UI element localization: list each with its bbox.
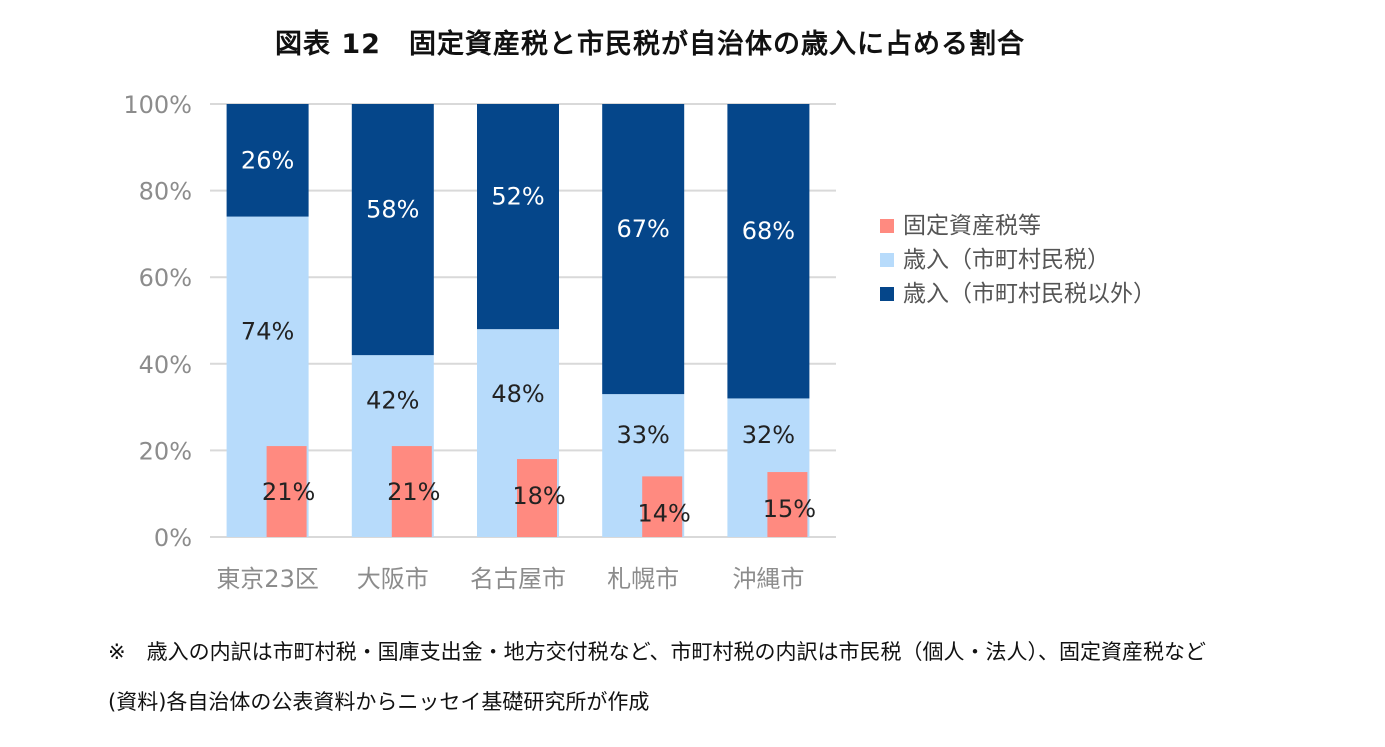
y-tick-label: 60% [139, 264, 192, 292]
overlay-data-label: 21% [387, 478, 440, 506]
bar-segment [226, 104, 309, 217]
x-tick-label: 大阪市 [357, 565, 429, 593]
data-label: 67% [617, 215, 670, 243]
footnote: ※ 歳入の内訳は市町村税・国庫支出金・地方交付税など、市町村税の内訳は市民税（個… [108, 640, 1207, 664]
data-label: 48% [491, 380, 544, 408]
x-tick-label: 沖縄市 [732, 565, 804, 593]
overlay-bar [391, 446, 432, 537]
stacked-bar-chart: 0% 20% 40% 60% 80% 100% 74% 26% 21% 42% 58% 21% 48%… [123, 91, 1156, 593]
overlay-data-label: 14% [638, 499, 691, 527]
overlay-bar [517, 459, 557, 537]
overlay-bar [642, 476, 683, 537]
y-tick-label: 20% [139, 437, 192, 465]
legend-label: 歳入（市町村民税） [903, 247, 1110, 273]
y-tick-label: 80% [139, 178, 192, 206]
overlay-bar [266, 446, 307, 537]
source-note: (資料)各自治体の公表資料からニッセイ基礎研究所が作成 [108, 690, 650, 714]
data-label: 74% [241, 317, 294, 345]
overlay-bar [767, 472, 808, 537]
legend-label: 固定資産税等 [903, 213, 1041, 239]
data-label: 33% [617, 421, 670, 449]
y-axis-ticks: 0% 20% 40% 60% 80% 100% [123, 91, 192, 552]
bar-segment [602, 104, 685, 395]
y-tick-label: 40% [139, 351, 192, 379]
y-tick-label: 100% [123, 91, 192, 119]
data-label: 26% [241, 146, 294, 174]
x-tick-label: 名古屋市 [470, 565, 566, 593]
data-label: 68% [742, 217, 795, 245]
x-tick-label: 札幌市 [607, 565, 679, 593]
bars [226, 104, 810, 537]
y-tick-label: 0% [154, 524, 192, 552]
overlay-data-label: 21% [262, 478, 315, 506]
chart-title: 図表 12 固定資産税と市民税が自治体の歳入に占める割合 [275, 29, 1025, 60]
data-label: 52% [491, 183, 544, 211]
x-tick-label: 東京23区 [216, 565, 319, 593]
legend-swatch [880, 253, 894, 267]
overlay-data-label: 18% [512, 482, 565, 510]
data-labels: 74% 26% 21% 42% 58% 21% 48% 52% 18% 33% 67% 14% 32% 6… [241, 146, 816, 527]
data-label: 58% [366, 196, 419, 224]
bar-segment [727, 104, 810, 399]
bar-segment [477, 104, 559, 330]
overlay-data-label: 15% [763, 495, 816, 523]
legend-swatch [880, 287, 894, 301]
legend-label: 歳入（市町村民税以外） [903, 281, 1156, 307]
x-axis-labels: 東京23区 大阪市 名古屋市 札幌市 沖縄市 [216, 565, 804, 593]
data-label: 32% [742, 421, 795, 449]
data-label: 42% [366, 387, 419, 415]
bar-segment [351, 104, 434, 356]
legend-swatch [880, 219, 894, 233]
